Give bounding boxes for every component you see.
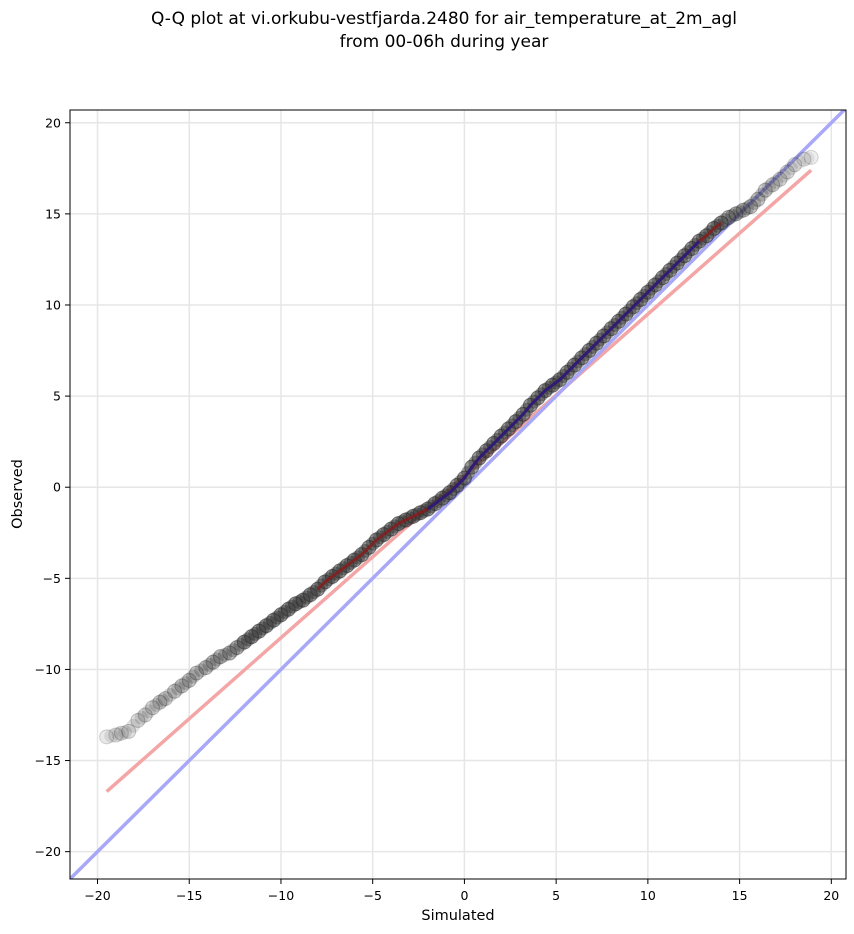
y-axis-label: Observed (10, 459, 26, 529)
y-tick-label: 15 (45, 206, 61, 221)
quantile-point (761, 180, 776, 195)
quantile-point (121, 723, 137, 739)
x-tick-label: 15 (732, 888, 748, 903)
quantile-point (205, 654, 221, 670)
quantile-point (137, 707, 153, 723)
quantile-point (162, 687, 177, 702)
quantile-point (728, 206, 744, 222)
plot-frame (69, 109, 847, 880)
quantile-point (134, 710, 149, 725)
quantile-point (732, 205, 747, 220)
y-tick-label: −5 (43, 571, 61, 586)
quantile-point (99, 729, 115, 745)
quantile-point (141, 704, 156, 719)
x-tick-label: −15 (176, 888, 202, 903)
quantile-point (725, 208, 740, 223)
quantile-point (803, 149, 819, 165)
y-tick-label: 20 (45, 115, 61, 130)
reference-lines (70, 110, 846, 879)
quantile-point (787, 157, 803, 173)
x-tick-label: 5 (552, 888, 560, 903)
y-tick-label: 10 (45, 297, 61, 312)
quantile-point (754, 187, 769, 202)
grid-lines (70, 110, 846, 879)
quantile-point (743, 199, 759, 215)
quantile-point (800, 151, 815, 166)
chart-title-line-1: Q-Q plot at vi.orkubu-vestfjarda.2480 fo… (151, 9, 737, 29)
quantile-point (739, 201, 754, 216)
overlay-line (426, 240, 701, 511)
quantile-point (157, 691, 173, 707)
quantile-point (772, 171, 788, 187)
quantile-point (108, 727, 124, 743)
x-axis-label: Simulated (421, 908, 494, 924)
quantile-point (226, 643, 241, 658)
quantile-point (757, 182, 773, 198)
quantile-point (178, 676, 193, 691)
quantile-point (218, 647, 233, 662)
quantile-point (118, 725, 133, 740)
quantile-point (155, 693, 170, 708)
quantile-point (152, 694, 168, 710)
fit-line (105, 168, 813, 793)
x-tick-label: −5 (363, 888, 381, 903)
y-tick-label: −15 (35, 753, 61, 768)
x-tick-label: 10 (640, 888, 656, 903)
quantile-point (113, 725, 129, 741)
quantile-point (776, 168, 791, 183)
quantile-point (111, 727, 126, 742)
quantile-point (769, 174, 784, 189)
quantile-point (181, 672, 197, 688)
chart-title-line-2: from 00-06h during year (340, 32, 549, 52)
x-axis-ticks: −20 −15 −10 −5 0 5 10 15 20 (84, 879, 839, 903)
identity-line (70, 110, 846, 879)
y-axis-ticks: −20 −15 −10 −5 0 5 10 15 20 (35, 115, 70, 859)
x-tick-label: 20 (823, 888, 839, 903)
quantile-point (212, 649, 228, 665)
y-tick-label: 0 (53, 480, 61, 495)
quantile-point (735, 202, 751, 218)
quantile-point (792, 154, 807, 169)
quantile-point (288, 596, 304, 612)
quantile-point (174, 678, 190, 694)
quantile-point (202, 657, 217, 672)
quantile-point (765, 177, 781, 193)
quantile-point (104, 728, 119, 743)
x-tick-label: −20 (84, 888, 110, 903)
quantile-point (185, 669, 200, 684)
quantile-point (167, 683, 183, 699)
quantile-point (796, 151, 812, 167)
quantile-point (189, 665, 205, 681)
overlay-lines (316, 221, 723, 591)
y-tick-label: 5 (53, 389, 61, 404)
plot-area (70, 110, 846, 879)
quantile-point (779, 164, 795, 180)
quantile-point (721, 210, 737, 226)
quantile-point (145, 700, 161, 716)
y-tick-label: −10 (35, 662, 61, 677)
quantile-point (130, 712, 146, 728)
quantile-point (209, 652, 224, 667)
quantile-point (198, 660, 214, 676)
quantile-point (126, 718, 141, 733)
quantile-point (149, 697, 164, 712)
quantile-points (99, 149, 819, 745)
quantile-point (783, 161, 798, 176)
quantile-point (194, 663, 209, 678)
quantile-point (222, 645, 238, 661)
quantile-point (171, 681, 186, 696)
x-tick-label: −10 (268, 888, 294, 903)
y-tick-label: −20 (35, 844, 61, 859)
quantile-point (750, 191, 766, 207)
quantile-point (747, 195, 762, 210)
x-tick-label: 0 (460, 888, 468, 903)
